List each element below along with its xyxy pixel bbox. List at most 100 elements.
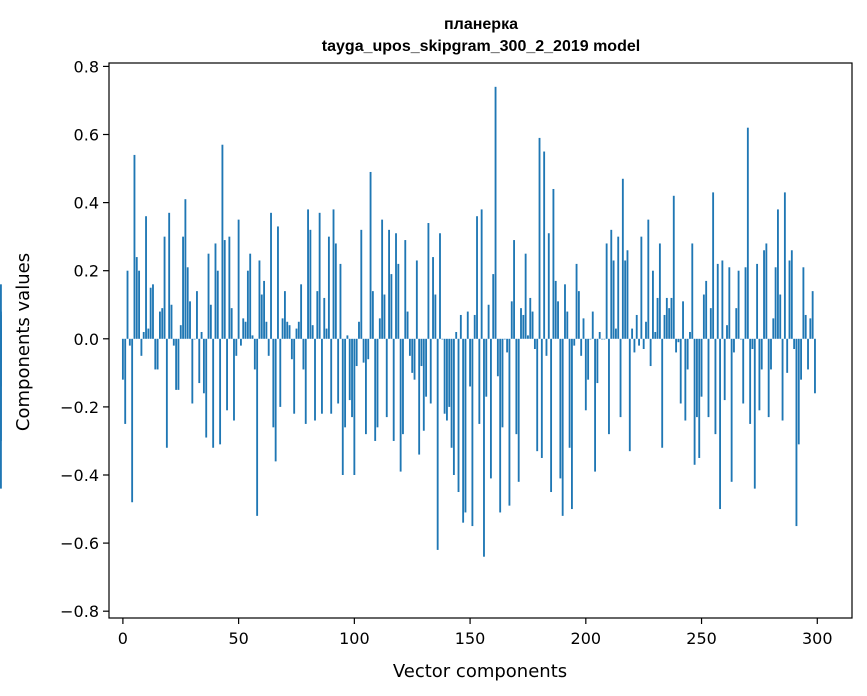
bar [330, 338, 333, 414]
bar [527, 335, 529, 339]
bar [807, 338, 809, 370]
bar [263, 280, 266, 339]
bar [675, 338, 678, 353]
bar [501, 338, 504, 428]
bar [665, 297, 668, 339]
bar [682, 301, 684, 339]
bar [126, 270, 129, 339]
bar [0, 338, 2, 489]
bar [274, 338, 277, 462]
bar [237, 219, 240, 339]
bar [179, 325, 182, 339]
bar [397, 263, 400, 339]
bar [233, 338, 235, 421]
bar [212, 338, 215, 448]
bar [649, 338, 652, 367]
bar [288, 325, 291, 339]
bar [638, 338, 640, 346]
bar [374, 338, 377, 441]
bar [469, 338, 472, 387]
bar [744, 267, 747, 339]
bar [557, 301, 559, 339]
bar [767, 338, 770, 418]
bar [302, 338, 305, 370]
bar [804, 314, 807, 339]
bar [522, 314, 525, 339]
bar [152, 284, 154, 339]
bar [175, 338, 178, 390]
bar [334, 243, 337, 339]
bar [788, 260, 791, 339]
bar [661, 338, 664, 448]
y-tick-label: −0.6 [60, 534, 99, 553]
bar [207, 253, 210, 339]
bar [739, 338, 742, 340]
bar [670, 297, 673, 339]
bar [304, 338, 307, 424]
bar [186, 267, 189, 339]
bar [545, 338, 548, 356]
bar [476, 216, 478, 339]
bar [765, 243, 768, 339]
bar [709, 308, 712, 339]
bar [286, 321, 289, 339]
bar [450, 338, 453, 448]
plot-frame [108, 62, 853, 619]
bar [770, 338, 772, 370]
bar [531, 311, 534, 339]
bar [124, 338, 127, 424]
bar [714, 338, 717, 435]
bar [161, 308, 164, 339]
bar [311, 325, 314, 339]
bar [163, 236, 166, 339]
bar [564, 284, 566, 339]
bar [538, 137, 541, 339]
y-tick-label: −0.8 [60, 602, 99, 621]
bar [786, 338, 789, 373]
bar [723, 338, 726, 401]
x-tick-label: 150 [455, 629, 486, 648]
bar [182, 236, 184, 339]
bar [605, 243, 608, 339]
bar [244, 321, 247, 339]
bar [327, 236, 330, 339]
bar [221, 144, 224, 339]
bar [698, 338, 701, 458]
bar [645, 321, 647, 339]
bar [265, 321, 268, 339]
bar [318, 212, 321, 339]
bar [172, 338, 175, 346]
bar [679, 338, 682, 404]
bar [571, 338, 573, 510]
bar [631, 328, 634, 339]
bar [253, 338, 256, 370]
bar [793, 338, 796, 350]
bar [591, 311, 594, 339]
bar [601, 338, 603, 340]
bar [464, 338, 467, 513]
bar [689, 331, 691, 339]
bar [191, 338, 194, 404]
bar [411, 338, 414, 373]
bar [434, 294, 437, 339]
bar [121, 338, 124, 380]
bar [418, 338, 421, 455]
y-tick-label: −0.2 [60, 398, 99, 417]
bar [446, 338, 448, 421]
bar [270, 212, 272, 339]
bar [337, 338, 340, 404]
bar [547, 233, 550, 339]
bar [728, 267, 731, 339]
bar [300, 284, 303, 339]
bar [677, 338, 680, 343]
bar [246, 270, 249, 339]
bar [707, 338, 710, 418]
bar [251, 335, 254, 339]
bar [777, 209, 779, 339]
y-axis-label: Components values [13, 253, 34, 431]
bar [721, 260, 724, 339]
bar [131, 338, 134, 503]
bar [489, 338, 492, 479]
bar [471, 338, 474, 527]
